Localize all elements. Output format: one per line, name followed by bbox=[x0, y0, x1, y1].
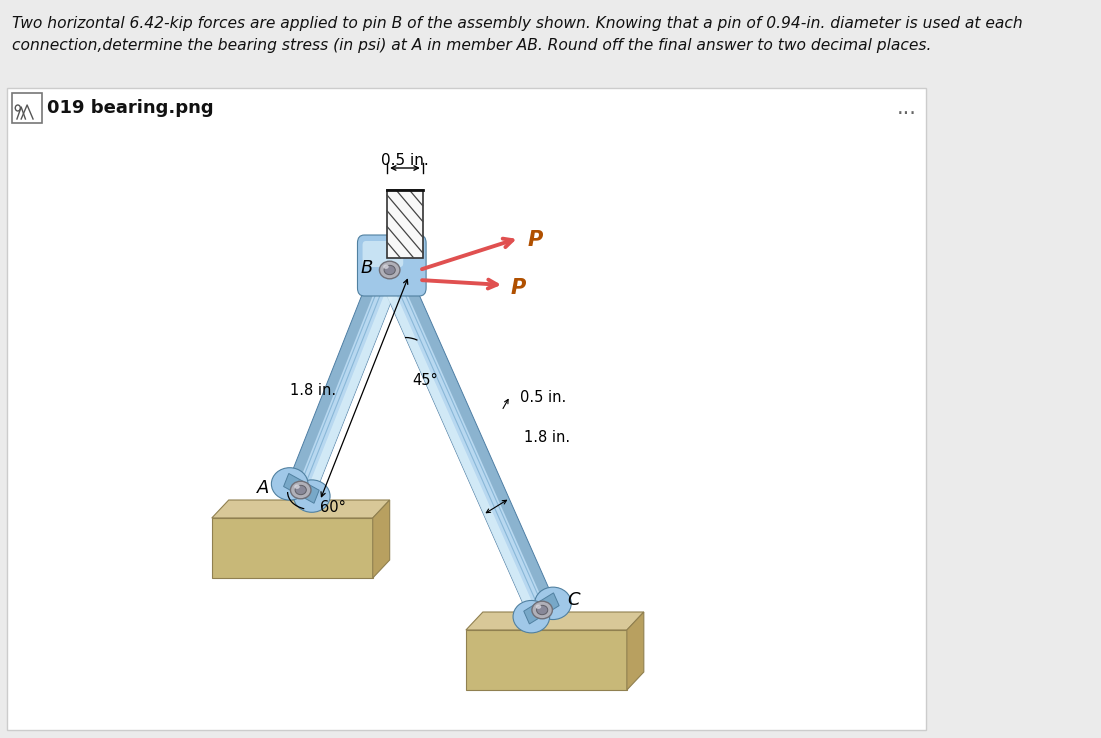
Ellipse shape bbox=[294, 485, 299, 489]
Ellipse shape bbox=[294, 480, 330, 512]
Polygon shape bbox=[377, 268, 537, 618]
Text: connection,determine the bearing stress (in psi) at A in member AB. Round off th: connection,determine the bearing stress … bbox=[12, 38, 931, 53]
Polygon shape bbox=[466, 630, 626, 690]
Ellipse shape bbox=[384, 266, 395, 275]
Ellipse shape bbox=[271, 468, 308, 500]
Text: C: C bbox=[568, 591, 580, 609]
Polygon shape bbox=[393, 257, 555, 607]
Polygon shape bbox=[211, 518, 373, 578]
Bar bbox=[388, 190, 423, 258]
Text: 45°: 45° bbox=[413, 373, 438, 387]
Text: P: P bbox=[511, 278, 526, 298]
Ellipse shape bbox=[532, 601, 553, 618]
FancyBboxPatch shape bbox=[362, 241, 403, 267]
Polygon shape bbox=[306, 268, 403, 497]
Polygon shape bbox=[377, 257, 555, 618]
Text: ...: ... bbox=[896, 98, 916, 118]
Text: 1.8 in.: 1.8 in. bbox=[524, 430, 570, 445]
Polygon shape bbox=[373, 500, 390, 578]
Ellipse shape bbox=[380, 261, 400, 279]
Ellipse shape bbox=[536, 605, 547, 615]
Bar bbox=[12, 93, 42, 123]
Polygon shape bbox=[524, 593, 559, 624]
Polygon shape bbox=[211, 500, 390, 518]
Ellipse shape bbox=[291, 481, 310, 499]
Polygon shape bbox=[466, 612, 644, 630]
Text: 0.5 in.: 0.5 in. bbox=[381, 153, 428, 168]
FancyBboxPatch shape bbox=[358, 235, 426, 296]
Text: Two horizontal 6.42-kip forces are applied to pin B of the assembly shown. Knowi: Two horizontal 6.42-kip forces are appli… bbox=[12, 16, 1023, 31]
Text: P: P bbox=[527, 230, 543, 250]
Text: 60°: 60° bbox=[320, 500, 346, 516]
Ellipse shape bbox=[513, 601, 549, 633]
Ellipse shape bbox=[295, 486, 306, 494]
Text: 1.8 in.: 1.8 in. bbox=[290, 383, 336, 398]
Text: B: B bbox=[360, 259, 372, 277]
Polygon shape bbox=[287, 258, 385, 488]
Polygon shape bbox=[626, 612, 644, 690]
Polygon shape bbox=[284, 474, 319, 503]
Ellipse shape bbox=[383, 264, 389, 269]
Text: 019 bearing.png: 019 bearing.png bbox=[47, 99, 214, 117]
Ellipse shape bbox=[535, 604, 542, 609]
Ellipse shape bbox=[535, 587, 571, 619]
FancyBboxPatch shape bbox=[7, 88, 926, 730]
Text: 0.5 in.: 0.5 in. bbox=[520, 390, 566, 405]
Polygon shape bbox=[287, 258, 403, 497]
Text: A: A bbox=[257, 479, 269, 497]
